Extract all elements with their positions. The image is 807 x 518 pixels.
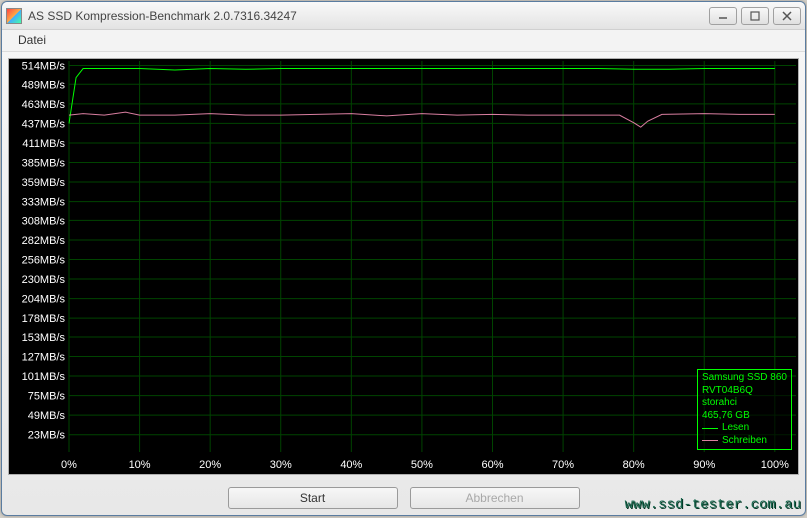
legend-write-label: Schreiben: [722, 435, 767, 448]
svg-text:75MB/s: 75MB/s: [28, 391, 66, 403]
minimize-button[interactable]: [709, 7, 737, 25]
window-title: AS SSD Kompression-Benchmark 2.0.7316.34…: [28, 9, 705, 23]
chart-area: 23MB/s 49MB/s 75MB/s 101MB/s 127MB/s 153MB/s 1…: [8, 58, 799, 475]
svg-text:153MB/s: 153MB/s: [22, 332, 66, 344]
svg-text:80%: 80%: [623, 459, 645, 471]
app-icon: [6, 8, 22, 24]
legend-driver: storahci: [702, 397, 787, 410]
svg-text:50%: 50%: [411, 459, 433, 471]
legend-read-swatch: [702, 428, 718, 429]
svg-text:49MB/s: 49MB/s: [28, 410, 66, 422]
svg-text:489MB/s: 489MB/s: [22, 79, 66, 91]
svg-text:333MB/s: 333MB/s: [22, 197, 66, 209]
svg-text:20%: 20%: [199, 459, 221, 471]
abort-button: Abbrechen: [410, 487, 580, 509]
svg-text:101MB/s: 101MB/s: [22, 371, 66, 383]
legend-write-row: Schreiben: [702, 435, 787, 448]
svg-text:437MB/s: 437MB/s: [22, 118, 66, 130]
start-button[interactable]: Start: [228, 487, 398, 509]
svg-text:411MB/s: 411MB/s: [22, 138, 65, 150]
svg-text:308MB/s: 308MB/s: [22, 215, 66, 227]
svg-text:30%: 30%: [270, 459, 292, 471]
menubar: Datei: [2, 30, 805, 52]
svg-text:40%: 40%: [340, 459, 362, 471]
svg-text:359MB/s: 359MB/s: [22, 177, 66, 189]
svg-text:10%: 10%: [129, 459, 151, 471]
svg-text:70%: 70%: [552, 459, 574, 471]
button-bar: Start Abbrechen www.ssd-tester.com.au: [2, 481, 805, 515]
svg-text:60%: 60%: [481, 459, 503, 471]
close-button[interactable]: [773, 7, 801, 25]
svg-text:127MB/s: 127MB/s: [22, 352, 66, 364]
svg-text:282MB/s: 282MB/s: [22, 235, 66, 247]
maximize-button[interactable]: [741, 7, 769, 25]
svg-text:90%: 90%: [693, 459, 715, 471]
svg-text:23MB/s: 23MB/s: [28, 430, 66, 442]
legend-read-row: Lesen: [702, 422, 787, 435]
legend-write-swatch: [702, 440, 718, 441]
svg-text:463MB/s: 463MB/s: [22, 99, 66, 111]
legend-firmware: RVT04B6Q: [702, 385, 787, 398]
svg-text:100%: 100%: [761, 459, 789, 471]
legend-read-label: Lesen: [722, 422, 749, 435]
chart-svg: 23MB/s 49MB/s 75MB/s 101MB/s 127MB/s 153MB/s 1…: [9, 59, 798, 474]
svg-text:178MB/s: 178MB/s: [22, 313, 66, 325]
menu-datei[interactable]: Datei: [8, 30, 56, 51]
svg-text:0%: 0%: [61, 459, 77, 471]
watermark-text: www.ssd-tester.com.au: [625, 497, 801, 513]
svg-text:230MB/s: 230MB/s: [22, 274, 66, 286]
svg-text:514MB/s: 514MB/s: [22, 61, 66, 73]
legend-device: Samsung SSD 860: [702, 372, 787, 385]
legend-box: Samsung SSD 860 RVT04B6Q storahci 465,76…: [697, 369, 792, 450]
svg-text:385MB/s: 385MB/s: [22, 158, 66, 170]
titlebar[interactable]: AS SSD Kompression-Benchmark 2.0.7316.34…: [2, 2, 805, 30]
svg-text:256MB/s: 256MB/s: [22, 255, 66, 267]
svg-text:204MB/s: 204MB/s: [22, 294, 66, 306]
app-window: AS SSD Kompression-Benchmark 2.0.7316.34…: [1, 1, 806, 516]
legend-capacity: 465,76 GB: [702, 410, 787, 423]
